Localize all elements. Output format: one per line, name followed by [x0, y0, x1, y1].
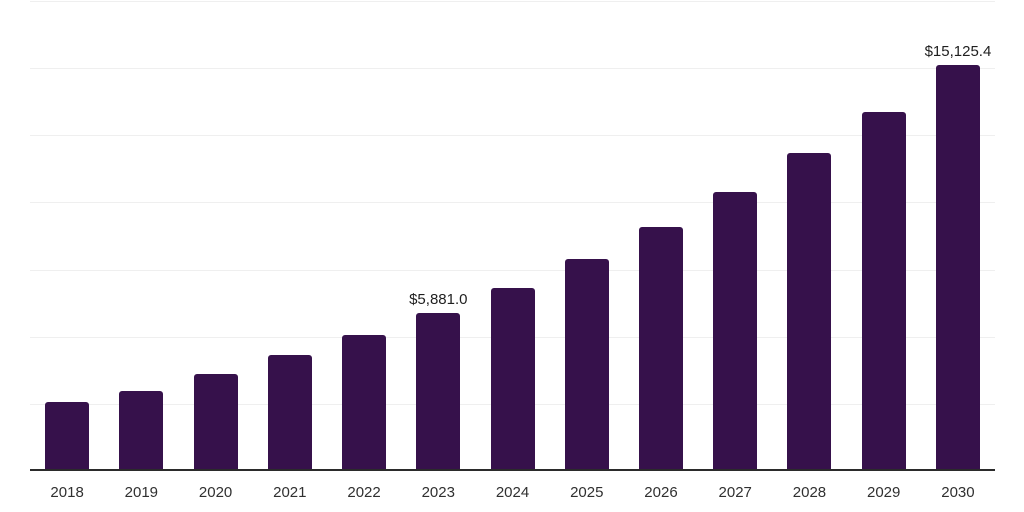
x-tick-2020: 2020: [198, 484, 233, 501]
bar-slot-2018: [30, 1, 104, 471]
bar-slot-2020: [178, 1, 252, 471]
bar-slot-2026: [624, 1, 698, 471]
x-tick-2027: 2027: [718, 484, 752, 501]
x-tick-2019: 2019: [124, 484, 159, 501]
bar-slot-2025: [550, 1, 624, 471]
x-tick-2029: 2029: [867, 484, 901, 501]
x-axis-labels: 2018 2019 2020 2021 2022 2023 2024 2025 2026 2027…: [30, 484, 995, 501]
bar-slot-2027: [698, 1, 772, 471]
gridline-12500: [30, 135, 995, 137]
bar-2023: [416, 313, 461, 471]
bar-2021: [267, 355, 312, 471]
bar-2027: [713, 192, 758, 471]
bar-value-label-2030: $15,125.4: [924, 42, 992, 60]
bar-slot-2021: [253, 1, 327, 471]
gridline-17500: [30, 1, 995, 2]
bar-slot-2023: $5,881.0: [401, 1, 475, 471]
gridline-7500: [30, 269, 995, 271]
x-tick-2018: 2018: [50, 484, 84, 501]
bar-2025: [564, 259, 609, 471]
x-tick-2030: 2030: [941, 484, 975, 501]
x-tick-2025: 2025: [570, 484, 604, 501]
bar-slot-2024: [475, 1, 549, 471]
bar-2030: [935, 64, 980, 471]
plot-area: $5,881.0 $15,125.4: [30, 1, 995, 471]
bar-2029: [861, 112, 906, 471]
x-tick-2022: 2022: [347, 484, 381, 501]
gridline-15000: [30, 68, 995, 70]
bar-slot-2029: [847, 1, 921, 471]
bar-slot-2022: [327, 1, 401, 471]
bar-2026: [638, 227, 683, 471]
bar-2019: [119, 391, 164, 471]
bar-value-label-2023: $5,881.0: [409, 291, 468, 309]
x-tick-2026: 2026: [644, 484, 678, 501]
bar-slot-2030: $15,125.4: [921, 1, 995, 471]
bar-2022: [342, 335, 387, 471]
gridline-10000: [30, 202, 995, 204]
bar-slot-2019: [104, 1, 178, 471]
bars: $5,881.0 $15,125.4: [30, 1, 995, 471]
bar-2028: [787, 152, 832, 471]
x-tick-2021: 2021: [273, 484, 307, 501]
bar-2024: [490, 287, 535, 471]
bar-slot-2028: [772, 1, 846, 471]
x-tick-2024: 2024: [495, 484, 530, 501]
x-tick-2028: 2028: [792, 484, 827, 501]
x-axis-line: [30, 469, 995, 471]
bar-2020: [193, 374, 238, 471]
bar-2018: [45, 402, 90, 471]
x-tick-2023: 2023: [421, 484, 455, 501]
